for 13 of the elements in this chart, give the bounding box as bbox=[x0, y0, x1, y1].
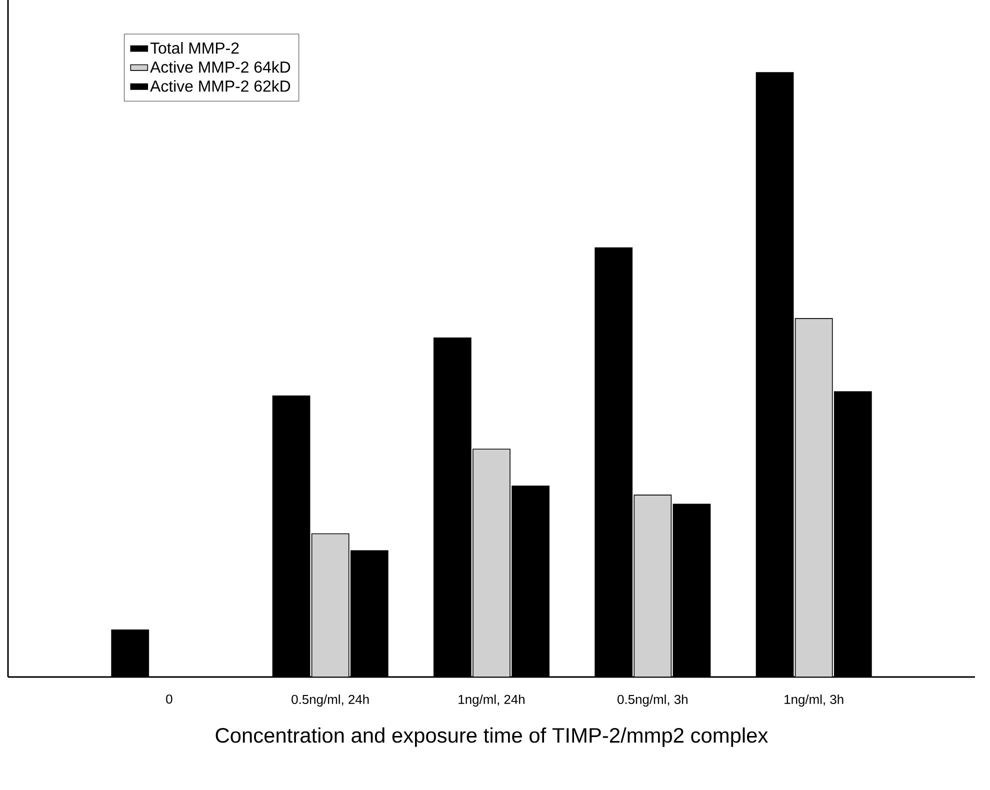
bar bbox=[794, 318, 833, 677]
bar bbox=[311, 533, 350, 677]
x-axis-title: Concentration and exposure time of TIMP-2/mmp2 complex bbox=[216, 727, 768, 747]
bar bbox=[634, 494, 672, 677]
x-tick-label: 0.5ng/ml, 3h bbox=[618, 694, 688, 707]
bar bbox=[472, 448, 510, 677]
legend-label: Active MMP-2 62kD bbox=[150, 80, 290, 92]
x-tick-label: 0.5ng/ml, 24h bbox=[292, 694, 369, 707]
x-tick-label: 0 bbox=[166, 694, 172, 704]
legend-label: Total MMP-2 bbox=[150, 42, 239, 54]
x-tick-label: 1ng/ml, 3h bbox=[784, 694, 844, 707]
legend-label: Active MMP-2 64kD bbox=[150, 61, 290, 73]
x-tick-label: 1ng/ml, 24h bbox=[458, 694, 524, 707]
